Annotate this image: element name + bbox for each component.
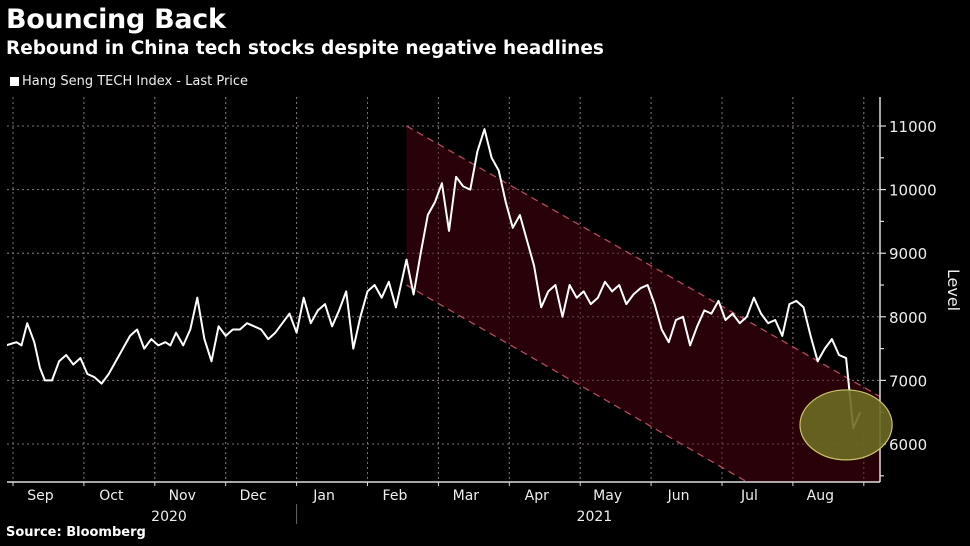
- x-tick-label: Aug: [807, 488, 834, 504]
- x-tick-label: Jun: [667, 488, 690, 504]
- year-label: 2020: [151, 509, 187, 525]
- chart-subtitle: Rebound in China tech stocks despite neg…: [6, 38, 604, 59]
- x-tick-label: Sep: [27, 488, 54, 504]
- channel-clip: [7, 97, 880, 482]
- channel-lower-line: [406, 284, 749, 482]
- x-tick-label: Nov: [169, 488, 196, 504]
- x-tick-label: Jan: [312, 488, 335, 504]
- trend-channel: [7, 97, 880, 482]
- year-label: 2021: [577, 509, 613, 525]
- legend-label: Hang Seng TECH Index - Last Price: [22, 74, 249, 89]
- channel-upper-line: [406, 125, 880, 398]
- y-axis-title: Level: [944, 269, 963, 311]
- chart-title: Bouncing Back: [6, 4, 226, 35]
- axis-labels: 6000 7000 8000 9000 10000 11000 Level Sep Oct Nov…: [27, 118, 963, 525]
- y-tick-label: 7000: [889, 372, 927, 390]
- x-tick-label: Oct: [99, 488, 124, 504]
- legend: Hang Seng TECH Index - Last Price: [10, 74, 248, 89]
- x-tick-label: Feb: [383, 488, 408, 504]
- highlight-ellipse: [799, 389, 893, 461]
- x-tick-label: Dec: [240, 488, 267, 504]
- series-line: [7, 128, 862, 430]
- series-clip: [7, 128, 862, 430]
- x-tick-label: Apr: [525, 488, 549, 504]
- source-note: Source: Bloomberg: [6, 525, 146, 540]
- x-tick-label: May: [593, 488, 622, 504]
- highlight-group: [799, 389, 893, 461]
- y-tick-label: 9000: [889, 245, 927, 263]
- x-tick-label: Mar: [453, 488, 480, 504]
- x-tick-label: Jul: [740, 488, 758, 504]
- y-tick-label: 6000: [889, 436, 927, 454]
- y-tick-label: 8000: [889, 309, 927, 327]
- y-tick-label: 10000: [889, 182, 937, 200]
- legend-swatch-icon: [10, 77, 19, 86]
- series-group: [7, 128, 862, 430]
- channel-fill: [406, 126, 880, 482]
- y-tick-label: 11000: [889, 118, 937, 136]
